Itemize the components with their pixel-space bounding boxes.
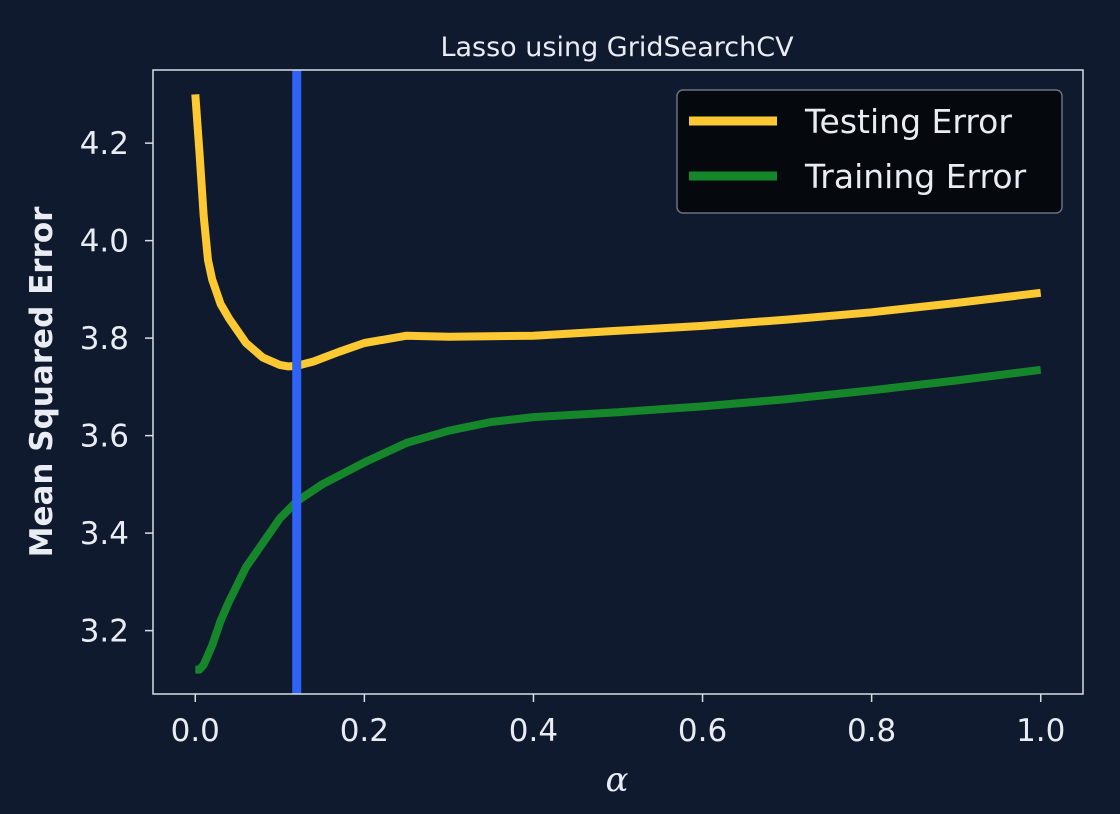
y-tick-label: 4.0: [80, 224, 129, 260]
x-axis-ticks: 0.0 0.2 0.4 0.6 0.8 1.0: [171, 694, 1065, 749]
legend-label-testing-error: Testing Error: [804, 102, 1012, 141]
y-tick-label: 3.4: [80, 516, 129, 552]
legend: Testing Error Training Error: [676, 89, 1063, 214]
y-tick-label: 4.2: [80, 126, 129, 162]
series-line-testing-error: [191, 94, 1042, 371]
x-tick-label: 0.0: [171, 713, 220, 749]
y-axis-label: Mean Squared Error: [24, 206, 60, 558]
legend-label-training-error: Training Error: [804, 157, 1027, 196]
x-axis-label: α: [606, 760, 629, 800]
plot-series: [191, 94, 1042, 674]
x-tick-label: 0.2: [340, 713, 389, 749]
y-axis-ticks: 3.2 3.4 3.6 3.8 4.0 4.2: [80, 126, 153, 650]
x-tick-label: 0.6: [678, 713, 727, 749]
chart-title: Lasso using GridSearchCV: [440, 32, 794, 63]
x-tick-label: 0.4: [509, 713, 558, 749]
x-tick-label: 1.0: [1016, 713, 1065, 749]
y-tick-label: 3.2: [80, 614, 129, 650]
x-tick-label: 0.8: [847, 713, 896, 749]
y-tick-label: 3.8: [80, 321, 129, 357]
plot-frame: [152, 69, 1084, 695]
y-tick-label: 3.6: [80, 419, 129, 455]
series-line-training-error: [195, 365, 1042, 674]
